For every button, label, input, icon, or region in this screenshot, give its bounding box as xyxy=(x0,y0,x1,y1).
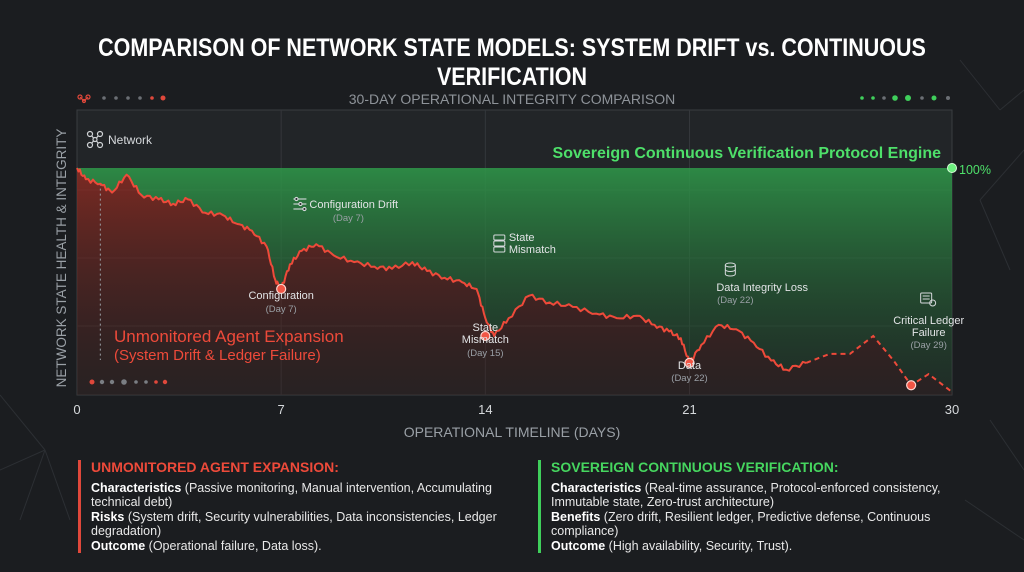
svg-text:(Day 7): (Day 7) xyxy=(333,213,364,224)
svg-text:Mismatch: Mismatch xyxy=(509,244,556,256)
x-tick-label: 7 xyxy=(278,402,285,417)
svg-text:(Day 29): (Day 29) xyxy=(910,340,946,351)
green-end-marker xyxy=(947,163,957,173)
series-line-expansion xyxy=(76,167,807,372)
svg-text:(Day 22): (Day 22) xyxy=(717,295,753,306)
left-header-dots xyxy=(77,94,166,104)
event-annotations: Configuration Drift (Day 7) Configuration (… xyxy=(248,196,964,384)
svg-text:Data: Data xyxy=(678,360,702,372)
network-icon xyxy=(86,130,104,149)
sliders-icon xyxy=(293,196,307,212)
annotation-data-integrity-loss: Data Integrity Loss(Day 22) xyxy=(716,262,809,306)
x-axis-ticks: 0 7 14 21 30 xyxy=(73,402,959,417)
svg-text:Failure: Failure xyxy=(912,327,946,339)
event-marker-data xyxy=(684,357,695,368)
legend-verification-benefits: Benefits (Zero drift, Resilient ledger, … xyxy=(551,509,931,539)
x-tick-label: 0 xyxy=(73,402,80,417)
svg-text:State: State xyxy=(472,322,498,334)
event-marker-config xyxy=(276,283,287,295)
svg-text:Mismatch: Mismatch xyxy=(462,334,509,346)
event-marker-critical-end xyxy=(906,380,917,391)
annotation-data: Data(Day 22) xyxy=(671,360,707,384)
background-network-decoration xyxy=(0,59,1024,541)
svg-text:Data Integrity Loss: Data Integrity Loss xyxy=(716,282,808,294)
server-icon xyxy=(493,234,506,253)
svg-text:Configuration Drift: Configuration Drift xyxy=(309,199,398,211)
legend-unmonitored-heading: UNMONITORED AGENT EXPANSION: xyxy=(91,459,339,475)
event-markers xyxy=(276,283,917,391)
series-label-verification: Sovereign Continuous Verification Protoc… xyxy=(553,145,942,162)
red-area-fill xyxy=(77,168,952,395)
legend-verification-heading: SOVEREIGN CONTINUOUS VERIFICATION: xyxy=(551,459,839,475)
legend-verification-outcome: Outcome (High availability, Security, Tr… xyxy=(551,538,793,553)
series-label-expansion-sub: (System Drift & Ledger Failure) xyxy=(114,347,321,364)
mini-network-icon xyxy=(77,94,91,104)
series-line-expansion-projected xyxy=(805,334,953,393)
legend-unmonitored-risks: Risks (System drift, Security vulnerabil… xyxy=(91,509,497,539)
legend-verification: SOVEREIGN CONTINUOUS VERIFICATION: Chara… xyxy=(538,460,991,553)
svg-text:(Day 7): (Day 7) xyxy=(266,304,297,315)
annotation-config: Configuration (Day 7) xyxy=(248,290,313,315)
green-end-label: 100% xyxy=(959,163,991,177)
legend-unmonitored: UNMONITORED AGENT EXPANSION: Characteris… xyxy=(78,460,531,553)
x-tick-label: 21 xyxy=(682,402,696,417)
green-area-fill xyxy=(77,168,952,392)
legend-verification-characteristics: Characteristics (Real-time assurance, Pr… xyxy=(551,480,941,510)
lower-left-dots xyxy=(89,379,168,385)
event-marker-state-mismatch xyxy=(480,330,491,342)
svg-text:Critical Ledger: Critical Ledger xyxy=(893,315,964,327)
x-tick-label: 14 xyxy=(478,402,492,417)
svg-text:State: State xyxy=(509,232,535,244)
svg-text:Configuration: Configuration xyxy=(248,290,313,302)
chart-subtitle: 30-DAY OPERATIONAL INTEGRITY COMPARISON xyxy=(349,91,675,107)
database-icon xyxy=(724,262,736,277)
svg-text:(Day 22): (Day 22) xyxy=(671,373,707,384)
legend-unmonitored-characteristics: Characteristics (Passive monitoring, Man… xyxy=(91,480,492,510)
series-label-expansion: Unmonitored Agent Expansion xyxy=(114,327,344,346)
page-title: COMPARISON OF NETWORK STATE MODELS: SYST… xyxy=(98,34,926,91)
x-axis-label: OPERATIONAL TIMELINE (DAYS) xyxy=(404,424,621,440)
ledger-gear-icon xyxy=(920,292,937,307)
legend-unmonitored-outcome: Outcome (Operational failure, Data loss)… xyxy=(91,538,322,553)
x-tick-label: 30 xyxy=(945,402,959,417)
network-label: Network xyxy=(108,133,153,147)
right-header-dots xyxy=(860,95,950,101)
svg-text:(Day 15): (Day 15) xyxy=(467,348,503,359)
annotation-config-drift: Configuration Drift (Day 7) xyxy=(293,196,398,224)
y-axis-label: NETWORK STATE HEALTH & INTEGRITY xyxy=(54,129,69,388)
